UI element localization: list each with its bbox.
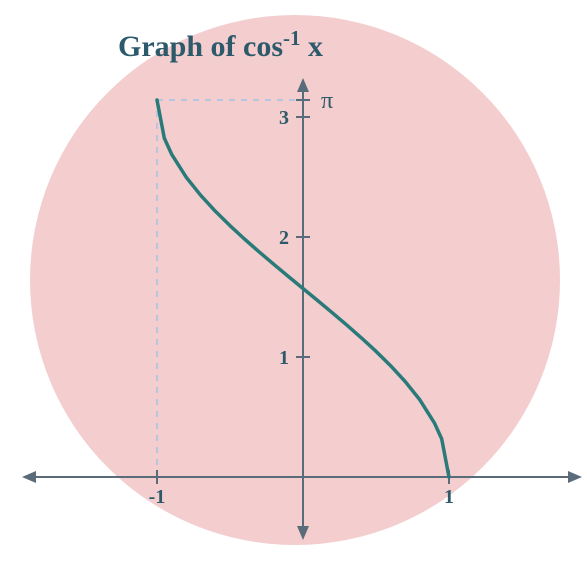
y-axis-arrow-up	[297, 78, 309, 92]
x-tick-label: -1	[149, 486, 166, 508]
x-axis-arrow-left	[22, 471, 36, 483]
y-tick-label: π	[321, 88, 333, 114]
chart-canvas: -1 1 1 2 3 π	[0, 0, 587, 575]
x-tick-label: 1	[444, 486, 454, 508]
x-axis-arrow-right	[568, 471, 582, 483]
y-tick-label: 1	[279, 347, 289, 369]
y-tick-label: 3	[279, 107, 289, 129]
y-axis-arrow-down	[297, 526, 309, 540]
y-tick-label: 2	[279, 227, 289, 249]
